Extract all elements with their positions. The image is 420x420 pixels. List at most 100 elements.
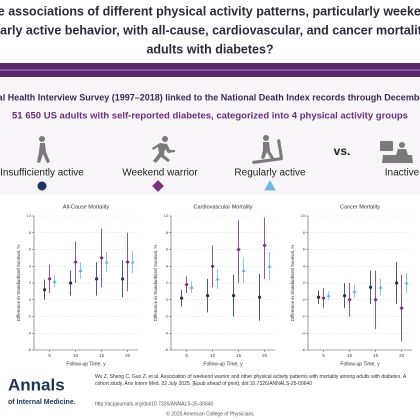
point [189, 285, 194, 289]
study-population: 51 650 US adults with self-reported diab… [12, 111, 408, 122]
y-tick-label: 0 [29, 297, 32, 302]
x-tick-label: 10 [347, 353, 353, 358]
y-tick-label: 2 [166, 280, 169, 285]
group-label: Insufficiently active [0, 168, 84, 179]
point [399, 306, 404, 311]
y-tick-label: -6 [27, 347, 31, 352]
x-tick-label: 20 [399, 353, 405, 358]
legend-marker [152, 180, 164, 192]
vs-label: vs. [334, 144, 351, 158]
y-tick-label: 8 [29, 230, 32, 235]
x-tick-label: 10 [73, 353, 79, 358]
y-tick-label: -4 [301, 330, 305, 335]
title-line: adults with diabetes? [146, 42, 273, 56]
point [95, 277, 99, 281]
y-tick-label: 2 [29, 280, 32, 285]
y-tick-label: 6 [166, 247, 169, 252]
point [184, 282, 189, 287]
point [236, 247, 241, 252]
point [180, 296, 184, 300]
point [52, 279, 57, 283]
y-tick-label: 4 [166, 263, 169, 268]
x-axis-label: Follow-up Time, y [203, 361, 243, 367]
point [378, 285, 383, 289]
copyright: © 2025 American College of Physicians [166, 410, 254, 417]
x-axis-label: Follow-up Time, y [66, 361, 106, 367]
group-label: Regularly active [234, 168, 306, 179]
y-tick-label: 10 [27, 213, 32, 218]
point [321, 295, 326, 301]
divider-stripe [0, 69, 420, 71]
y-tick-label: -2 [164, 314, 168, 319]
y-tick-label: 0 [166, 297, 169, 302]
x-tick-label: 20 [125, 353, 131, 358]
x-tick-label: 5 [322, 353, 325, 358]
y-tick-label: 10 [164, 213, 169, 218]
y-tick-label: 8 [166, 230, 169, 235]
point [326, 293, 331, 298]
y-tick-label: 8 [303, 230, 306, 235]
x-tick-label: 5 [185, 353, 188, 358]
groups-panel [0, 78, 420, 194]
y-tick-label: 6 [29, 247, 32, 252]
point [104, 259, 109, 264]
y-axis-label: Difference in Standardized Survival, % [290, 245, 295, 322]
legend-marker [264, 180, 276, 191]
point [121, 277, 125, 281]
citation-box: Wu Z, Sheng C, Guo Z, et al. Association… [95, 374, 406, 387]
point [343, 293, 347, 298]
x-tick-label: 15 [99, 353, 105, 358]
group-label: Weekend warrior [122, 168, 198, 179]
y-tick-label: -6 [301, 347, 305, 352]
title-line: regularly active behavior, with all-caus… [0, 23, 420, 37]
y-tick-label: -4 [164, 330, 168, 335]
logo-sub: of Internal Medicine. [8, 399, 76, 406]
y-axis-label: Difference in Standardized Survival, % [16, 245, 21, 322]
y-tick-label: 0 [303, 297, 306, 302]
title-line: re the associations of different physica… [0, 4, 420, 18]
legend-marker [37, 181, 47, 191]
walking-icon [37, 136, 50, 163]
treadmill-icon [252, 135, 283, 164]
x-tick-label: 10 [210, 353, 216, 358]
point [206, 293, 210, 298]
point [232, 293, 236, 298]
point [130, 259, 135, 264]
point [73, 259, 78, 265]
y-tick-label: 2 [303, 280, 306, 285]
point [347, 297, 352, 302]
y-tick-label: -4 [27, 330, 31, 335]
inactive-icon [380, 141, 413, 163]
point [267, 264, 272, 268]
point [78, 268, 83, 273]
point [352, 289, 357, 293]
running-icon [152, 136, 175, 163]
x-tick-label: 15 [373, 353, 379, 358]
point [373, 297, 378, 302]
citation-url: http://acpjournals.org/doi/10.7326/ANNAL… [95, 401, 214, 407]
y-tick-label: 4 [29, 263, 32, 268]
x-tick-label: 20 [262, 353, 268, 358]
point [125, 259, 130, 265]
chart-title: All-Cause Mortality [63, 204, 109, 210]
point [369, 285, 373, 289]
y-tick-label: 4 [303, 263, 306, 268]
chart-title: Cancer Mortality [340, 204, 380, 210]
point [258, 295, 262, 299]
point [99, 255, 104, 260]
y-tick-label: -2 [301, 314, 305, 319]
citation: Wu Z, Sheng C, Guo Z, et al. Association… [95, 374, 406, 387]
point [395, 281, 399, 285]
point [404, 280, 409, 285]
point [262, 243, 267, 248]
y-tick-label: 6 [303, 247, 306, 252]
y-tick-label: -6 [164, 347, 168, 352]
study-source: nal Health Interview Survey (1997–2018) … [0, 92, 420, 102]
x-axis-label: Follow-up Time, y [340, 361, 380, 367]
x-tick-label: 15 [236, 353, 242, 358]
y-axis-label: Difference in Standardized Survival, % [153, 245, 158, 322]
logo: Annals [8, 375, 65, 394]
point [317, 295, 321, 299]
point [215, 276, 220, 281]
